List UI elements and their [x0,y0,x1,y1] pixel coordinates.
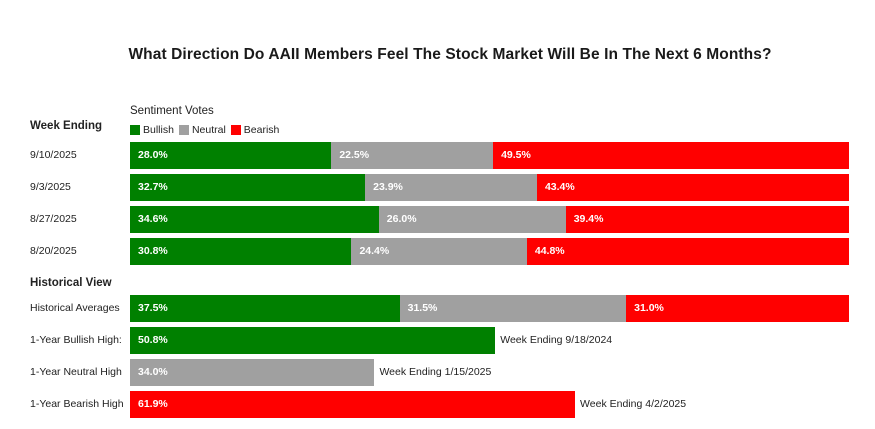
data-label-bullish: 32.7% [138,181,168,193]
bar-segment-bearish: 43.4% [536,174,849,201]
bar-segment-bearish: 39.4% [565,206,849,233]
historical-bar-row: 34.0% [130,359,375,386]
weekly-bar-row: 34.6% 26.0% 39.4% [130,206,849,233]
legend-label-neutral: Neutral [191,124,226,136]
data-label-neutral: 26.0% [386,213,417,225]
historical-bar-row: 50.8% [130,327,496,354]
historical-annotation: Week Ending 4/2/2025 [580,398,687,410]
legend-label-bullish: Bullish [143,124,174,136]
historical-annotation: Week Ending 1/15/2025 [379,366,492,378]
data-label-neutral: 22.5% [339,149,370,161]
data-label-bearish: 61.9% [138,398,168,410]
data-label-neutral: 31.5% [407,302,438,314]
historical-row-label: Historical Averages [30,302,120,314]
data-label-bearish: 49.5% [501,149,531,161]
historical-bar-row: 61.9% [130,391,576,418]
data-label-neutral: 34.0% [138,366,168,378]
legend: Bullish Neutral Bearish [130,124,284,136]
weekly-row-label: 9/10/2025 [30,149,77,161]
data-label-bullish: 37.5% [138,302,168,314]
bar-segment-neutral: 23.9% [365,174,537,201]
data-label-bullish: 30.8% [138,245,168,257]
bar-segment-bullish: 34.6% [130,206,379,233]
data-label-bearish: 39.4% [573,213,604,225]
historical-view-header: Historical View [30,277,112,289]
legend-item-bearish: Bearish [230,124,280,136]
bar-segment-bullish: 37.5% [130,295,400,322]
data-label-neutral: 23.9% [373,181,403,193]
bar-segment-bullish: 32.7% [130,174,366,201]
weekly-bar-row: 28.0% 22.5% 49.5% [130,142,849,169]
data-label-bearish: 44.8% [534,245,565,257]
chart-title: What Direction Do AAII Members Feel The … [128,46,772,63]
bar-segment-neutral: 34.0% [130,359,375,386]
weekly-row-label: 8/27/2025 [30,213,77,225]
weekly-bar-row: 30.8% 24.4% 44.8% [130,238,849,265]
bar-segment-bullish: 30.8% [130,238,352,265]
bar-segment-neutral: 31.5% [399,295,627,322]
bar-segment-bearish: 44.8% [526,238,849,265]
legend-item-neutral: Neutral [178,124,226,136]
data-label-bullish: 34.6% [138,213,168,225]
week-ending-header: Week Ending [30,120,102,132]
data-label-bearish: 43.4% [544,181,575,193]
legend-item-bullish: Bullish [130,124,174,136]
legend-swatch-bearish [230,125,241,135]
bar-segment-neutral: 22.5% [331,142,494,169]
historical-row-label: 1-Year Neutral High [30,366,122,378]
data-label-bearish: 31.0% [634,302,664,314]
data-label-bullish: 50.8% [138,334,168,346]
data-label-bullish: 28.0% [138,149,168,161]
legend-label-bearish: Bearish [243,124,280,136]
bar-segment-neutral: 26.0% [378,206,566,233]
bar-segment-neutral: 24.4% [351,238,527,265]
bar-segment-bearish: 31.0% [626,295,849,322]
bar-segment-bearish: 61.9% [130,391,576,418]
weekly-row-label: 9/3/2025 [30,181,71,193]
historical-row-label: 1-Year Bullish High: [30,334,122,346]
historical-annotation: Week Ending 9/18/2024 [500,334,613,346]
legend-swatch-neutral [178,125,189,135]
bar-segment-bullish: 50.8% [130,327,496,354]
bar-segment-bullish: 28.0% [130,142,332,169]
legend-title: Sentiment Votes [130,105,214,117]
historical-bar-row: 37.5% 31.5% 31.0% [130,295,849,322]
legend-swatch-bullish [130,125,140,135]
weekly-row-label: 8/20/2025 [30,245,77,257]
weekly-bar-row: 32.7% 23.9% 43.4% [130,174,849,201]
bar-segment-bearish: 49.5% [493,142,849,169]
data-label-neutral: 24.4% [359,245,390,257]
historical-row-label: 1-Year Bearish High [30,398,124,410]
